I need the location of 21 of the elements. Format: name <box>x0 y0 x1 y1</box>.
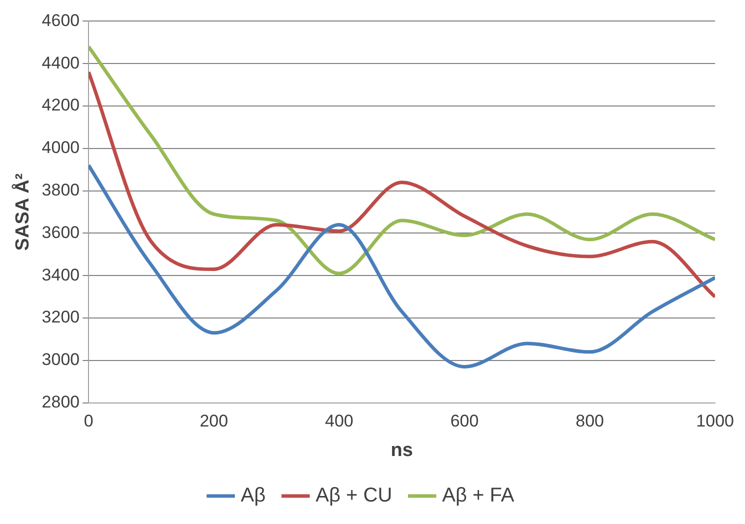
y-tick-label: 4600 <box>42 10 80 30</box>
x-tick-label: 200 <box>200 412 228 431</box>
y-tick-label: 2800 <box>42 392 80 412</box>
x-tick-label: 400 <box>325 412 354 431</box>
x-tick-label: 800 <box>576 412 604 431</box>
y-tick-label: 3800 <box>42 180 80 200</box>
x-tick-label: 0 <box>84 412 94 431</box>
legend-label: Aβ <box>240 484 266 507</box>
x-tick-label: 600 <box>450 412 479 431</box>
x-tick-label: 1000 <box>696 412 734 431</box>
x-axis-title: ns <box>390 440 413 461</box>
y-tick-label: 3600 <box>42 222 80 242</box>
y-tick-label: 4000 <box>42 138 80 158</box>
y-tick-label: 3200 <box>42 308 80 327</box>
legend-label: Aβ + FA <box>442 484 515 507</box>
legend-label: Aβ + CU <box>316 484 392 507</box>
y-tick-label: 3400 <box>42 265 80 284</box>
y-tick-label: 4400 <box>42 53 80 72</box>
y-axis-title: SASA Å² <box>12 173 34 251</box>
y-tick-label: 3000 <box>42 350 80 370</box>
y-tick-label: 4200 <box>42 96 80 115</box>
